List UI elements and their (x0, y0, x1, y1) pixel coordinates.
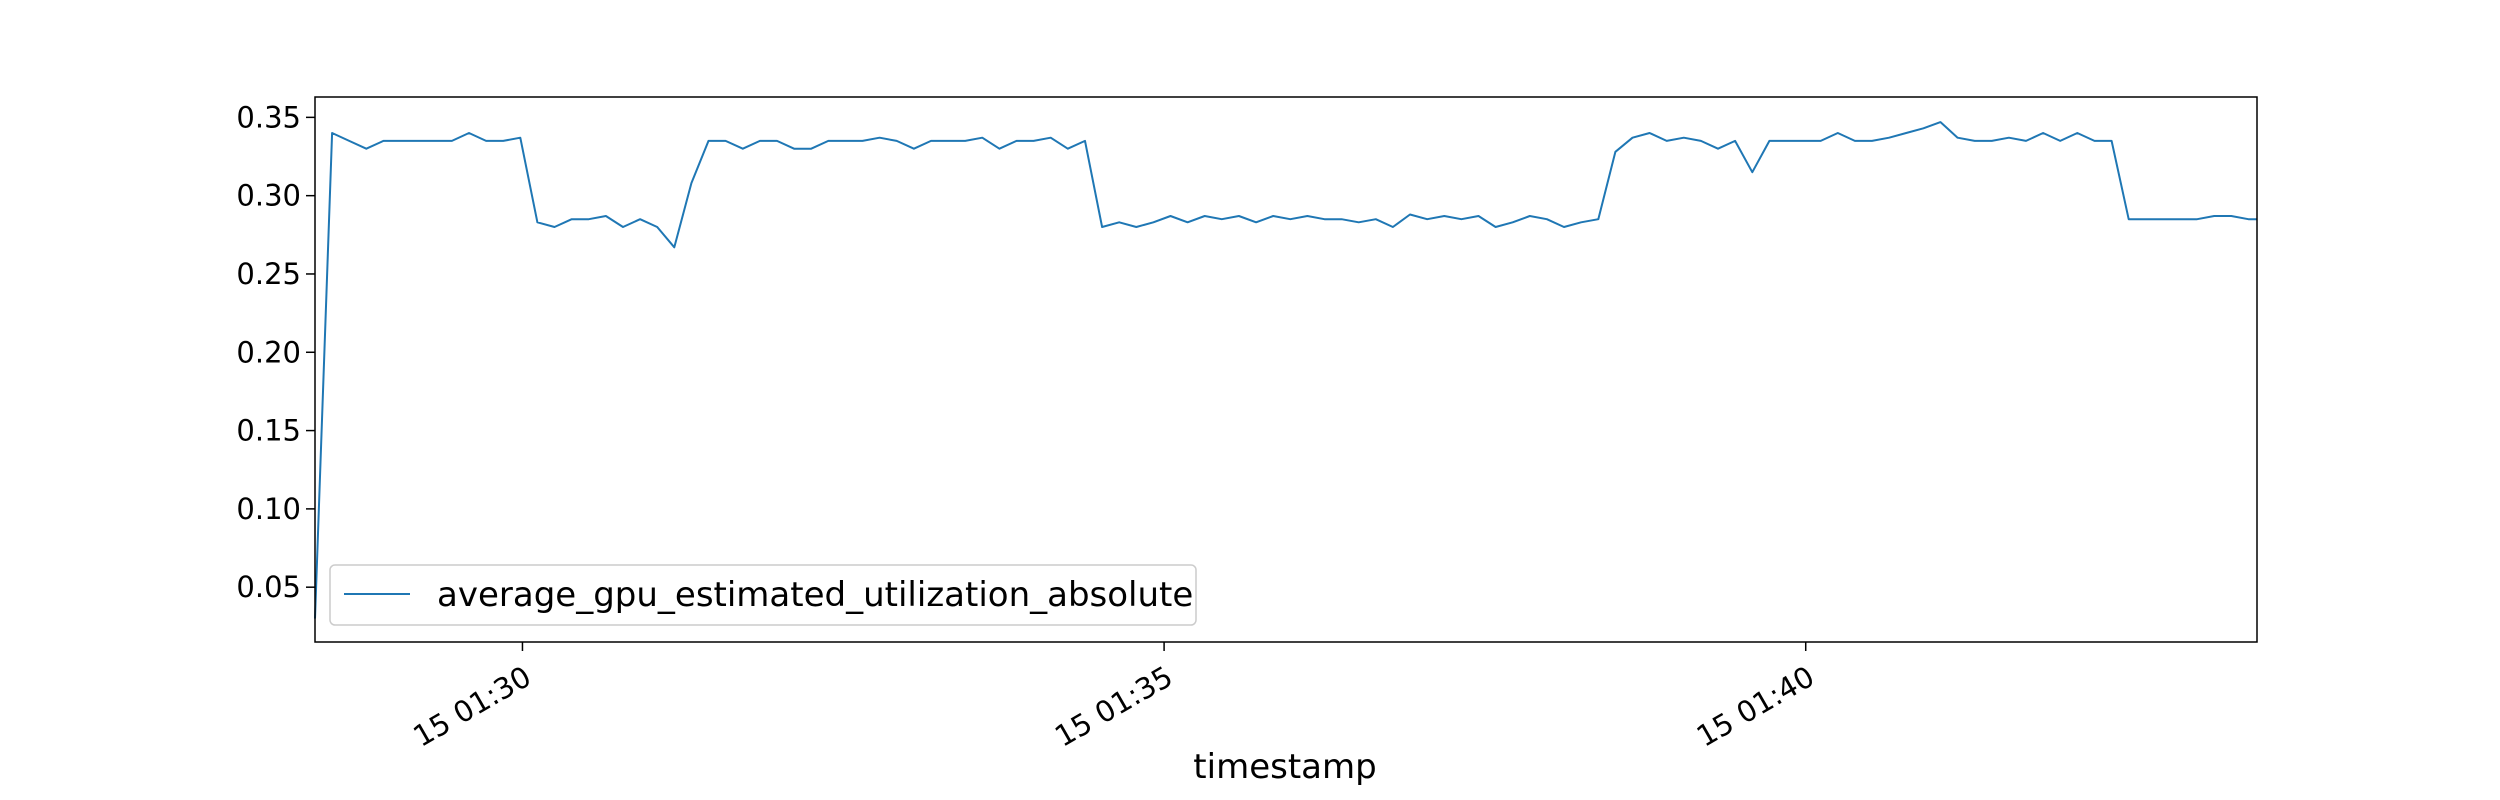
x-tick-label: 15 01:40 (1691, 659, 1820, 753)
x-axis: 15 01:30 15 01:35 15 01:40 (407, 642, 1820, 754)
x-tick-label: 15 01:30 (407, 659, 536, 753)
x-tick-label: 15 01:35 (1049, 659, 1178, 753)
y-tick-label: 0.05 (236, 570, 301, 604)
legend-box (329, 564, 1197, 626)
y-tick-label: 0.20 (236, 335, 301, 369)
legend: average_gpu_estimated_utilization_absolu… (329, 564, 1197, 626)
y-axis: 0.05 0.10 0.15 0.20 0.25 0.30 0.35 (236, 100, 315, 604)
y-tick-label: 0.25 (236, 257, 301, 291)
x-axis-title: timestamp (1193, 747, 1376, 787)
series-layer (314, 121, 2257, 619)
plot-area (315, 97, 2257, 642)
y-tick-label: 0.30 (236, 179, 301, 213)
series-line-0 (314, 121, 2257, 619)
plot-frame (314, 96, 2258, 643)
y-tick-label: 0.10 (236, 492, 301, 526)
y-tick-label: 0.35 (236, 100, 301, 134)
legend-series-label: average_gpu_estimated_utilization_absolu… (437, 575, 1193, 615)
y-tick-label: 0.15 (236, 414, 301, 448)
